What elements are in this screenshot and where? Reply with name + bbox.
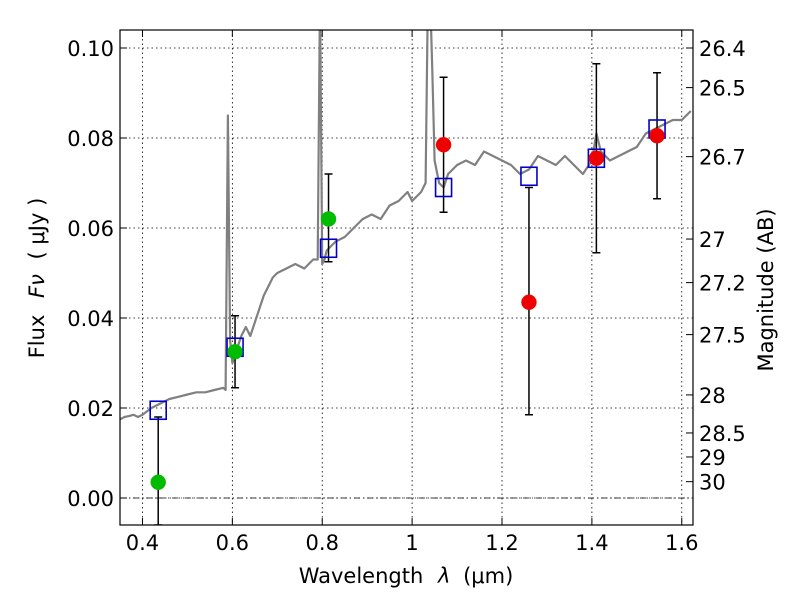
x-axis-label: Wavelength λ (μm) (299, 564, 514, 588)
model-spectrum-line (120, 30, 692, 421)
green-data-point (227, 344, 243, 360)
y-tick-label: 0.02 (67, 397, 114, 421)
red-data-point (649, 128, 665, 144)
mag-tick-label: 27.5 (699, 324, 746, 348)
x-tick-label: 1 (405, 531, 418, 555)
x-tick-label: 1.2 (485, 531, 518, 555)
mag-tick-label: 26.5 (699, 77, 746, 101)
y-tick-label: 0.06 (67, 217, 114, 241)
mag-tick-label: 30 (699, 471, 726, 495)
red-data-point (588, 150, 605, 166)
mag-tick-label: 27.2 (699, 272, 746, 296)
red-data-point (521, 294, 537, 310)
y-tick-label: 0.10 (67, 37, 114, 61)
green-data-point (150, 474, 166, 490)
x-tick-label: 0.4 (126, 531, 159, 555)
mag-tick-label: 28.5 (699, 422, 746, 446)
model-flux-square (587, 148, 606, 169)
mag-tick-label: 29 (699, 446, 726, 470)
grid (120, 30, 693, 525)
y-tick-label: 0.08 (67, 127, 114, 151)
plot-area (120, 30, 692, 525)
plot-frame (119, 29, 694, 526)
mag-tick-label: 26.7 (699, 146, 746, 170)
mag-tick-label: 28 (699, 384, 726, 408)
labels: 0.4 0.6 0.8 1 1.2 1.4 1.6 0.00 0.02 0.04 0.06 0.08 0… (67, 37, 746, 555)
x-tick-label: 1.4 (575, 531, 608, 555)
y-tick-label: 0.00 (67, 487, 114, 511)
x-tick-label: 0.6 (216, 531, 249, 555)
green-data-point (320, 211, 337, 227)
model-flux-square (520, 166, 538, 187)
red-data-point (435, 137, 452, 153)
y-axis-label: Flux Fν ( μJy ) (25, 198, 49, 359)
mag-tick-label: 27 (699, 228, 726, 252)
x-tick-label: 0.8 (306, 531, 339, 555)
model-flux-square (319, 238, 338, 259)
x-tick-label: 1.6 (665, 531, 698, 555)
ticks (120, 30, 693, 525)
y2-axis-label: Magnitude (AB) (754, 208, 778, 371)
model-flux-square (149, 400, 167, 421)
mag-tick-label: 26.4 (699, 37, 746, 61)
y-tick-label: 0.04 (67, 307, 114, 331)
model-flux-square (434, 177, 453, 198)
